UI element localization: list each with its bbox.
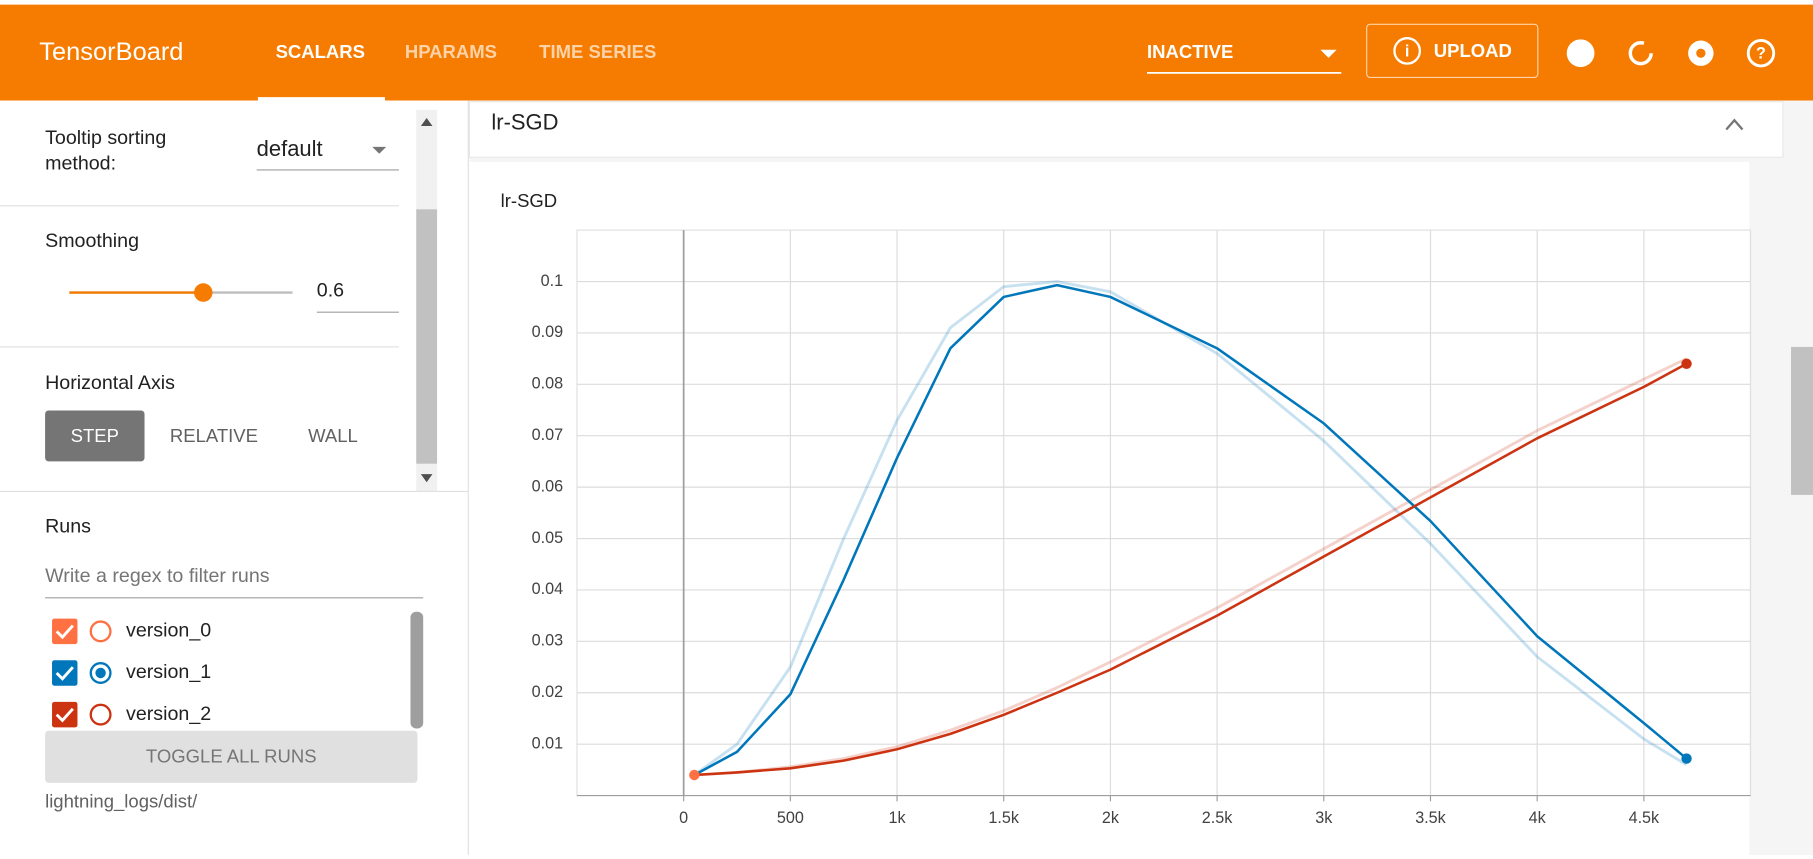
end-point — [1681, 358, 1692, 369]
x-tick-label: 2k — [1102, 809, 1120, 827]
tab-underline — [257, 97, 386, 101]
toggle-button[interactable] — [45, 730, 418, 783]
tooltip-select[interactable]: default — [257, 136, 323, 161]
x-tick-label: 2.5k — [1202, 809, 1233, 827]
run-radio[interactable] — [89, 662, 112, 684]
start-point — [689, 769, 700, 781]
y-tick-label: 0.05 — [532, 529, 563, 547]
raw-line — [693, 280, 1688, 777]
x-tick-label: 1k — [888, 809, 906, 827]
runs-scrollbar[interactable] — [410, 611, 424, 729]
settings-icon-hole — [1696, 48, 1706, 58]
run-radio[interactable] — [89, 620, 112, 643]
theme-icon[interactable] — [1566, 39, 1595, 68]
runs-label: Runs — [45, 515, 91, 537]
status-select[interactable]: INACTIVE — [1147, 41, 1233, 62]
runs-filter[interactable]: Write a regex to filter runs — [45, 565, 270, 587]
y-tick-label: 0.09 — [532, 323, 563, 341]
x-tick-label: 1.5k — [988, 809, 1019, 827]
card-title: lr-SGD — [491, 110, 558, 135]
y-tick-label: 0.02 — [532, 683, 563, 701]
end-point — [1681, 753, 1692, 764]
axis-button-label[interactable]: STEP — [71, 425, 119, 446]
collapse-icon[interactable] — [1725, 118, 1744, 131]
x-tick-label: 500 — [777, 809, 804, 827]
x-tick-label: 3.5k — [1415, 809, 1446, 827]
plot: 0.01 0.02 0.03 0.04 0.05 0.06 0.07 0.08 0.09 0.1 0… — [532, 229, 1752, 827]
chart-card — [469, 161, 1750, 856]
help-icon[interactable] — [1746, 39, 1776, 68]
step-button[interactable] — [45, 410, 145, 462]
info-icon — [1393, 37, 1422, 65]
y-tick-label: 0.1 — [541, 272, 563, 290]
upload-button[interactable] — [1366, 23, 1539, 79]
x-tick-label: 4k — [1529, 809, 1547, 827]
reload-icon[interactable] — [1628, 41, 1653, 66]
axis-button-label[interactable]: RELATIVE — [170, 425, 258, 446]
tab[interactable]: TIME SERIES — [539, 41, 656, 62]
x-tick-label: 0 — [679, 809, 688, 827]
run-radio[interactable] — [89, 703, 112, 726]
slider-knob[interactable] — [194, 283, 213, 302]
help-icon-q: ? — [1756, 45, 1766, 63]
run-name: version_1 — [126, 661, 211, 683]
y-tick-label: 0.07 — [532, 426, 563, 444]
info-icon-i: i — [1405, 42, 1409, 60]
run-radio-dot — [95, 667, 106, 679]
scrollbar-thumb[interactable] — [416, 209, 438, 464]
run-name: version_0 — [126, 620, 211, 642]
app-title: TensorBoard — [39, 38, 183, 66]
toggle-label[interactable]: TOGGLE ALL RUNS — [146, 745, 317, 766]
smoothed-line — [694, 362, 1688, 777]
run-checkbox[interactable] — [52, 618, 78, 645]
tooltip-label: Tooltip sorting — [45, 127, 166, 149]
dropdown-arrow — [1320, 49, 1337, 58]
y-tick-label: 0.03 — [532, 632, 563, 650]
x-tick-label: 3k — [1315, 809, 1333, 827]
axis-label: Horizontal Axis — [45, 372, 175, 394]
tab[interactable]: HPARAMS — [405, 41, 497, 62]
main-scrollbar[interactable] — [1791, 346, 1813, 495]
raw-line — [694, 357, 1688, 777]
sidebar — [0, 100, 469, 856]
axis-button-label[interactable]: WALL — [308, 425, 358, 446]
run-checkbox[interactable] — [52, 660, 78, 686]
checkmarks — [55, 624, 74, 723]
run-name: version_2 — [126, 703, 211, 725]
upload-label[interactable]: UPLOAD — [1434, 40, 1512, 61]
y-tick-label: 0.04 — [532, 580, 563, 598]
x-tick-label: 4.5k — [1629, 809, 1660, 827]
tab[interactable]: SCALARS — [276, 41, 365, 62]
dropdown-arrow — [372, 146, 387, 154]
log-dir: lightning_logs/dist/ — [45, 790, 198, 812]
chart-title: lr-SGD — [501, 190, 558, 211]
smoothing-label: Smoothing — [45, 230, 139, 252]
card-header — [468, 101, 1784, 158]
smoothing-value[interactable]: 0.6 — [317, 280, 344, 302]
header-bar — [0, 4, 1813, 101]
y-tick-label: 0.08 — [532, 375, 563, 393]
y-tick-label: 0.01 — [532, 734, 563, 752]
run-checkbox[interactable] — [52, 701, 78, 728]
tooltip-label: method: — [45, 152, 116, 174]
y-tick-label: 0.06 — [532, 477, 563, 495]
smoothed-line — [693, 283, 1688, 777]
